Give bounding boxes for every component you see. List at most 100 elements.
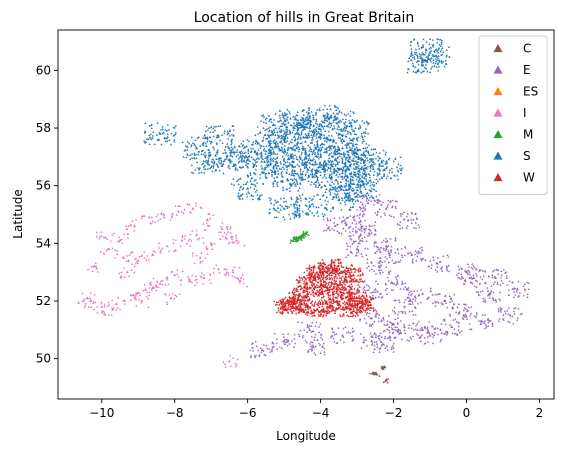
data-point <box>524 289 527 292</box>
data-point <box>429 58 432 61</box>
data-point <box>307 308 310 311</box>
data-point <box>337 152 340 155</box>
data-point <box>211 247 214 250</box>
data-point <box>392 342 395 345</box>
data-point <box>204 256 207 259</box>
data-point <box>114 248 117 251</box>
data-point <box>229 225 232 228</box>
data-point <box>216 152 219 155</box>
data-point <box>90 306 93 308</box>
data-point <box>152 249 155 252</box>
data-point <box>319 144 322 147</box>
data-point <box>484 270 487 273</box>
data-point <box>302 122 305 125</box>
data-point <box>410 52 413 55</box>
data-point <box>281 135 284 138</box>
data-point <box>385 161 388 164</box>
data-point <box>348 148 351 151</box>
data-point <box>290 299 293 302</box>
data-point <box>306 323 309 326</box>
data-point <box>441 53 444 56</box>
data-point <box>241 145 244 148</box>
data-point <box>422 38 425 41</box>
data-point <box>316 177 319 180</box>
data-point <box>351 205 355 208</box>
data-point <box>83 305 86 308</box>
data-point <box>396 223 399 226</box>
data-point <box>485 325 488 328</box>
data-point <box>333 224 337 228</box>
data-point <box>272 345 275 348</box>
data-point <box>487 274 490 277</box>
data-point <box>391 327 394 330</box>
data-point <box>233 265 236 268</box>
data-point <box>81 292 84 295</box>
data-point <box>308 149 311 152</box>
data-point <box>287 311 290 314</box>
data-point <box>322 342 325 345</box>
data-point <box>238 188 241 191</box>
data-point <box>208 154 211 157</box>
data-point <box>304 117 307 120</box>
data-point <box>348 145 351 148</box>
data-point <box>265 145 268 148</box>
data-point <box>301 148 305 151</box>
data-point <box>281 312 284 315</box>
data-point <box>271 345 274 348</box>
data-point <box>268 143 272 146</box>
data-point <box>204 168 207 170</box>
data-point <box>207 153 211 156</box>
data-point <box>317 314 321 317</box>
data-point <box>350 175 353 178</box>
data-point <box>317 130 320 133</box>
data-point <box>350 171 353 174</box>
data-point <box>380 159 383 162</box>
data-point <box>362 150 366 153</box>
data-point <box>379 331 382 334</box>
data-point <box>322 229 326 232</box>
data-point <box>206 218 210 222</box>
data-point <box>365 313 368 316</box>
data-point <box>307 176 310 179</box>
data-point <box>315 180 318 183</box>
data-point <box>269 157 272 160</box>
data-point <box>378 259 382 262</box>
data-point <box>241 187 244 190</box>
data-point <box>414 294 417 297</box>
data-point <box>352 173 355 176</box>
data-point <box>276 181 279 183</box>
data-point <box>273 131 276 134</box>
data-point <box>444 295 447 298</box>
data-point <box>399 319 402 322</box>
data-point <box>374 336 378 339</box>
data-point <box>256 141 259 144</box>
data-point <box>385 151 388 154</box>
data-point <box>495 268 498 271</box>
data-point <box>158 131 161 134</box>
data-point <box>382 365 386 368</box>
data-point <box>275 311 278 314</box>
data-point <box>284 130 287 133</box>
data-point <box>249 354 253 357</box>
data-point <box>331 180 334 183</box>
data-point <box>237 191 240 194</box>
data-point <box>304 150 307 153</box>
data-point <box>481 313 484 316</box>
data-point <box>226 145 229 148</box>
data-point <box>143 214 146 217</box>
data-point <box>349 196 352 199</box>
data-point <box>359 126 362 129</box>
data-point <box>426 59 429 62</box>
data-point <box>413 305 417 308</box>
data-point <box>234 151 237 154</box>
data-point <box>271 347 274 350</box>
data-point <box>295 197 299 200</box>
data-point <box>110 306 114 309</box>
data-point <box>312 150 315 153</box>
data-point <box>211 158 214 161</box>
data-point <box>249 186 252 189</box>
data-point <box>313 303 316 306</box>
data-point <box>380 246 383 249</box>
data-point <box>334 185 337 188</box>
